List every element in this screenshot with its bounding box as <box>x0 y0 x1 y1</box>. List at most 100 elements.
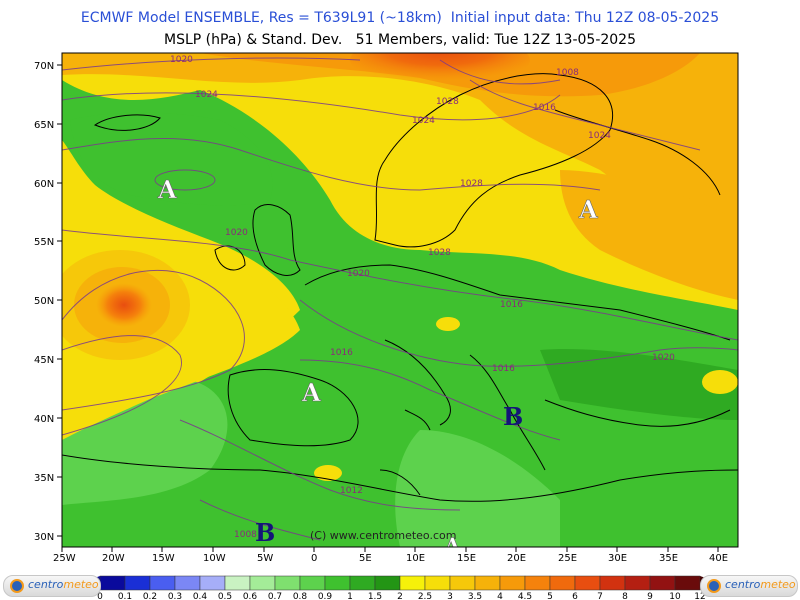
isobar-labels: 1020 1024 1028 1020 1016 1008 1016 1024 … <box>170 55 675 540</box>
colorbar-label: 2 <box>397 592 403 600</box>
colorbar-label: 0.2 <box>143 592 157 600</box>
map-title-line1: ECMWF Model ENSEMBLE, Res = T639L91 (~18… <box>80 10 720 26</box>
colorbar-label: 5 <box>547 592 553 600</box>
lat-label: 55N <box>34 237 54 248</box>
centrometeo-logo-right: centrometeo <box>700 575 798 597</box>
lon-label: 5E <box>359 553 372 564</box>
isobar-label: 1016 <box>330 348 353 358</box>
lat-label: 30N <box>34 532 54 543</box>
colorbar-label: 0.4 <box>193 592 208 600</box>
logo-text: centro <box>28 578 64 591</box>
stddev-field: 1020 1024 1028 1020 1016 1008 1016 1024 … <box>62 53 738 560</box>
isobar-label: 1020 <box>225 228 248 238</box>
color-scale-bar: 0 0.1 0.2 0.3 0.4 0.5 0.6 0.7 0.8 0.9 1 1.5 2 2.5 3 3.5… <box>80 575 720 600</box>
colorbar-label: 0.5 <box>218 592 232 600</box>
colorbar-swatch <box>624 575 651 591</box>
colorbar-swatch <box>274 575 301 591</box>
isobar-label: 1024 <box>195 90 218 100</box>
colorbar-label: 0.3 <box>168 592 182 600</box>
colorbar-swatch <box>524 575 551 591</box>
colorbar-label: 0.6 <box>243 592 258 600</box>
colorbar-label: 0.9 <box>318 592 333 600</box>
colorbar-swatch <box>249 575 276 591</box>
centrometeo-logo-left: centrometeo <box>3 575 101 597</box>
isobar-label: 1016 <box>492 364 515 374</box>
isobar-label: 1020 <box>652 353 675 363</box>
colorbar-swatch <box>549 575 576 591</box>
colorbar-swatch <box>599 575 626 591</box>
isobar-label: 1020 <box>170 55 193 65</box>
lon-label: 40E <box>709 553 728 564</box>
colorbar-swatch <box>574 575 601 591</box>
isobar-label: 1024 <box>588 131 611 141</box>
isobar-label: 1020 <box>347 269 370 279</box>
lon-label: 20W <box>102 553 125 564</box>
colorbar-label: 3 <box>447 592 453 600</box>
isobar-label: 1024 <box>412 116 435 126</box>
lon-label: 25E <box>558 553 577 564</box>
colorbar-label: 0 <box>97 592 103 600</box>
colorbar-swatch <box>499 575 526 591</box>
centrometeo-logo-icon <box>10 579 24 593</box>
lat-label: 60N <box>34 179 54 190</box>
high-pressure-marker: A <box>301 378 321 407</box>
map-copyright: (C) www.centrometeo.com <box>310 529 456 542</box>
colorbar-label: 0.1 <box>118 592 132 600</box>
colorbar-swatch <box>424 575 451 591</box>
high-pressure-marker: A <box>443 534 462 560</box>
lon-label: 15W <box>152 553 175 564</box>
lon-label: 10W <box>203 553 226 564</box>
colorbar-label: 1 <box>347 592 353 600</box>
colorbar-label: 9 <box>647 592 653 600</box>
low-pressure-marker: B <box>503 402 523 431</box>
isobar-label: 1028 <box>436 97 459 107</box>
lat-label: 35N <box>34 473 54 484</box>
high-pressure-marker: A <box>578 195 598 224</box>
colorbar-label: 2.5 <box>418 592 432 600</box>
colorbar-swatch <box>299 575 326 591</box>
lat-label: 50N <box>34 296 54 307</box>
lon-label: 10E <box>406 553 425 564</box>
colorbar-swatch <box>224 575 251 591</box>
low-pressure-marker: B <box>255 518 275 547</box>
lon-label: 25W <box>53 553 76 564</box>
lat-label: 65N <box>34 120 54 131</box>
colorbar-swatch <box>149 575 176 591</box>
isobar-label: 1016 <box>500 300 523 310</box>
logo-text-accent: meteo <box>63 578 99 591</box>
colorbar-label: 12 <box>694 592 705 600</box>
colorbar-swatch <box>199 575 226 591</box>
lat-axis: 70N 65N 60N 55N 50N 45N 40N 35N 30N <box>34 61 62 543</box>
lat-label: 40N <box>34 414 54 425</box>
colorbar-swatch <box>649 575 676 591</box>
isobar-label: 1012 <box>340 486 363 496</box>
colorbar-swatch <box>99 575 126 591</box>
lon-axis: 25W 20W 15W 10W 5W 0 5E 10E 15E 20E 25E … <box>53 547 728 564</box>
isobar-label: 1028 <box>460 179 483 189</box>
lat-label: 45N <box>34 355 54 366</box>
colorbar-label: 10 <box>669 592 681 600</box>
high-pressure-marker: A <box>157 175 177 204</box>
colorbar-swatch <box>474 575 501 591</box>
lon-label: 0 <box>311 553 317 564</box>
isobar-label: 1016 <box>533 103 556 113</box>
colorbar-label: 3.5 <box>468 592 482 600</box>
colorbar-label: 0.8 <box>293 592 308 600</box>
colorbar-swatch <box>399 575 426 591</box>
colorbar-label: 8 <box>622 592 628 600</box>
colorbar-swatch <box>324 575 351 591</box>
colorbar-swatch <box>349 575 376 591</box>
colorbar-swatch <box>674 575 701 591</box>
coastlines <box>62 73 738 502</box>
map-title-line2: MSLP (hPa) & Stand. Dev. 51 Members, val… <box>164 32 636 48</box>
colorbar-label: 6 <box>572 592 578 600</box>
lon-label: 30E <box>608 553 627 564</box>
lat-label: 70N <box>34 61 54 72</box>
lon-label: 15E <box>457 553 476 564</box>
colorbar-label: 0.7 <box>268 592 282 600</box>
colorbar-label: 4.5 <box>518 592 532 600</box>
isobar-label: 1028 <box>428 248 451 258</box>
isobar-label: 1008 <box>234 530 257 540</box>
logo-text-accent: meteo <box>760 578 796 591</box>
